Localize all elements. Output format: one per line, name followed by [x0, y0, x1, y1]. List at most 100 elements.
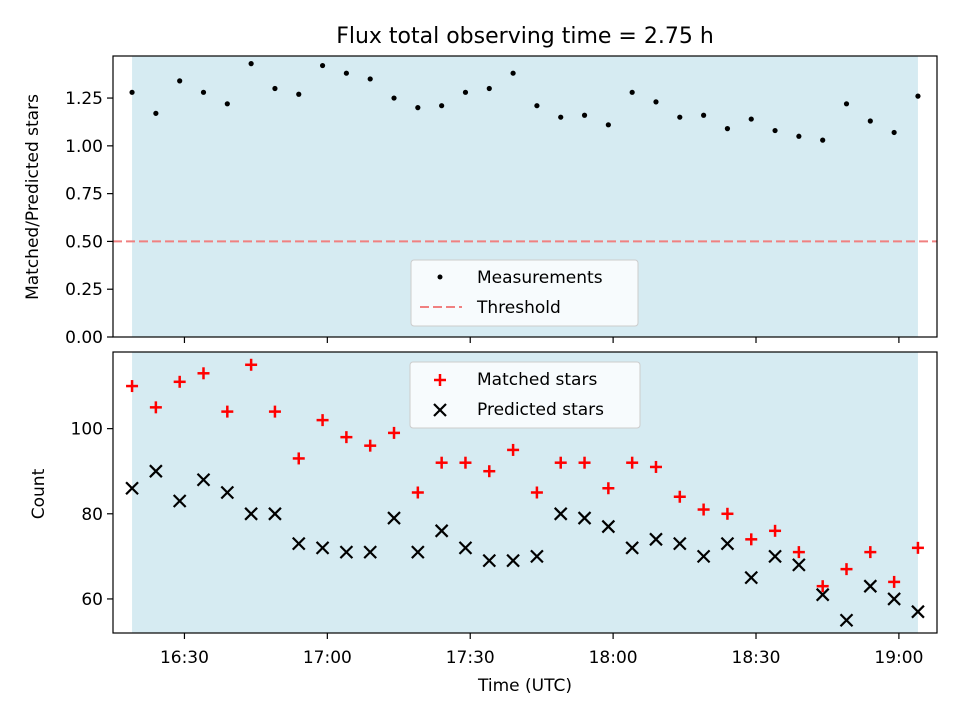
- matched-stars-point: [769, 524, 782, 537]
- bottom-y-axis: 60 80 100: [71, 420, 113, 610]
- top-x-ticks: [183, 337, 900, 343]
- predicted-stars-point: [673, 536, 687, 551]
- y-tick-label: 60: [81, 590, 103, 610]
- measurement-point: [534, 103, 540, 109]
- matched-stars-point: [411, 486, 424, 499]
- measurement-point: [272, 85, 278, 92]
- matched-stars-point: [792, 546, 805, 559]
- matched-stars-point: [602, 482, 615, 495]
- predicted-stars-point: [172, 494, 187, 508]
- predicted-stars-point: [744, 570, 759, 585]
- measurement-point: [462, 89, 469, 95]
- top-panel: 0.00 0.25 0.50 0.75 1.00 1.25 Matched/Predict…: [23, 55, 938, 348]
- matched-stars-point: [697, 503, 710, 516]
- predicted-stars-point: [315, 541, 330, 555]
- count-points: [125, 358, 925, 628]
- measurement-point: [200, 89, 207, 95]
- measurement-point: [319, 62, 326, 69]
- predicted-stars-point: [720, 536, 735, 551]
- measurement-point: [391, 95, 397, 101]
- measurement-point: [701, 112, 707, 118]
- legend-matched-label: Matched stars: [477, 370, 597, 390]
- measurement-point: [153, 110, 159, 116]
- measurement-point: [581, 112, 588, 118]
- measurement-point: [177, 78, 183, 84]
- predicted-stars-point: [506, 553, 520, 568]
- x-tick-label: 18:00: [589, 648, 638, 668]
- x-tick-label: 17:00: [303, 648, 352, 668]
- predicted-stars-point: [553, 507, 568, 521]
- legend-threshold-label: Threshold: [476, 298, 561, 318]
- measurement-point: [867, 118, 873, 124]
- bottom-plot-frame: [112, 351, 938, 634]
- measurement-point: [820, 137, 826, 143]
- matched-stars-point: [316, 414, 329, 427]
- measurement-point: [724, 126, 731, 132]
- measurement-point: [915, 93, 921, 99]
- legend-measurements-marker: [437, 274, 443, 280]
- bottom-y-axis-label: Count: [29, 468, 49, 519]
- matched-stars-point: [911, 541, 924, 554]
- y-tick-label: 0.25: [65, 280, 103, 300]
- measurement-point: [224, 101, 230, 107]
- chart-title: Flux total observing time = 2.75 h: [336, 24, 714, 49]
- matched-stars-point: [197, 367, 210, 380]
- predicted-stars-point: [696, 549, 711, 564]
- x-tick-label: 17:30: [446, 648, 495, 668]
- y-tick-label: 0.50: [65, 232, 103, 252]
- matched-stars-point: [435, 456, 448, 469]
- legend-predicted-marker: [433, 403, 447, 417]
- x-axis-label: Time (UTC): [477, 676, 572, 696]
- top-y-axis-label: Matched/Predicted stars: [23, 94, 43, 300]
- predicted-stars-point: [482, 553, 497, 568]
- matched-stars-point: [673, 490, 686, 503]
- matched-stars-point: [530, 486, 543, 499]
- matched-stars-point: [745, 533, 758, 546]
- top-legend-box: [410, 259, 639, 327]
- predicted-stars-point: [149, 464, 163, 478]
- predicted-stars-point: [220, 485, 235, 500]
- measurement-points: [129, 61, 921, 143]
- matched-stars-point: [721, 507, 734, 520]
- predicted-stars-point: [196, 472, 211, 487]
- matched-stars-point: [626, 456, 639, 469]
- matched-stars-point: [649, 460, 662, 473]
- measurement-point: [748, 116, 754, 122]
- x-tick-label: 19:00: [874, 648, 923, 668]
- matched-stars-point: [173, 375, 186, 388]
- predicted-stars-point: [434, 524, 449, 538]
- y-tick-label: 0.00: [65, 328, 103, 348]
- predicted-stars-point: [530, 549, 544, 564]
- matched-stars-point: [364, 439, 377, 452]
- predicted-stars-point: [601, 519, 616, 534]
- measurement-point: [367, 76, 373, 82]
- predicted-stars-point: [625, 541, 639, 555]
- measurement-point: [415, 105, 421, 111]
- predicted-stars-point: [244, 507, 258, 521]
- predicted-stars-point: [768, 549, 782, 564]
- matched-stars-point: [221, 405, 234, 418]
- measurement-point: [486, 85, 492, 92]
- measurement-point: [248, 61, 254, 67]
- matched-stars-point: [268, 405, 281, 418]
- y-tick-label: 0.75: [65, 185, 103, 205]
- matched-stars-point: [126, 380, 139, 393]
- x-tick-label: 16:30: [160, 648, 209, 668]
- measurement-point: [796, 133, 802, 139]
- matched-stars-point: [292, 452, 305, 465]
- predicted-stars-point: [911, 604, 925, 619]
- matched-stars-point: [507, 443, 520, 456]
- bottom-legend-box: [409, 361, 641, 429]
- measurement-point: [891, 129, 897, 136]
- matched-stars-point: [340, 431, 353, 444]
- bottom-x-axis: 16:30 17:00 17:30 18:00 18:30 19:00: [160, 633, 923, 668]
- predicted-stars-point: [125, 481, 139, 496]
- matched-stars-point: [149, 401, 162, 414]
- x-tick-label: 18:30: [732, 648, 781, 668]
- predicted-stars-point: [387, 511, 401, 525]
- top-y-axis: 0.00 0.25 0.50 0.75 1.00 1.25: [65, 89, 113, 348]
- measurement-point: [129, 89, 135, 95]
- measurement-point: [510, 70, 516, 76]
- predicted-stars-point: [839, 613, 854, 628]
